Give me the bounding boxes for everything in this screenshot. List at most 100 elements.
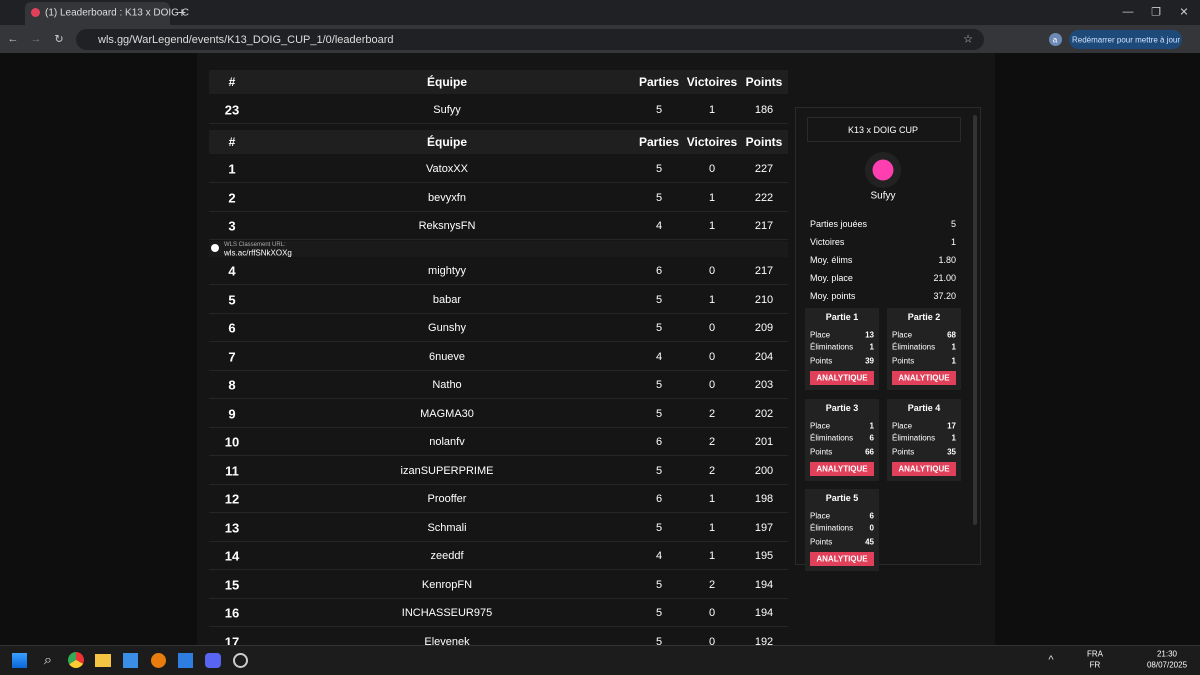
game-label: Place	[810, 511, 831, 521]
cell: 1	[708, 293, 716, 306]
scrollbar	[973, 115, 977, 525]
maximize[interactable]: ❐	[1151, 6, 1161, 19]
cell: 194	[754, 607, 774, 619]
app2[interactable]	[233, 653, 248, 668]
address-bar[interactable]	[76, 29, 984, 50]
game-value: 6	[869, 433, 874, 442]
back[interactable]: ←	[7, 33, 19, 45]
game-value: 1	[951, 433, 956, 442]
analytics-button[interactable]	[892, 461, 956, 476]
tab[interactable]	[25, 2, 170, 25]
cell: 2	[708, 464, 716, 477]
rank: 23	[224, 102, 240, 118]
cell: 195	[754, 550, 774, 562]
game-label: Éliminations	[892, 342, 936, 352]
cell: 200	[754, 464, 774, 477]
store[interactable]	[123, 653, 138, 668]
analytics-label: ANALYTIQUE	[898, 373, 950, 383]
leaderboard-row	[209, 628, 788, 646]
leaderboard-row	[209, 485, 788, 513]
game-label: Points	[810, 356, 833, 366]
leaderboard-row	[209, 155, 788, 183]
cell: 6	[655, 493, 663, 505]
chrome[interactable]	[68, 652, 84, 668]
cell: INCHASSEUR975	[401, 607, 493, 619]
column-header: Parties	[638, 135, 680, 149]
stat-value: 1.80	[938, 255, 956, 265]
cell: 5	[655, 407, 663, 420]
game-title: Partie 3	[825, 402, 859, 413]
cell: mightyy	[428, 265, 466, 277]
column-header: Victoires	[686, 135, 738, 149]
analytics-button[interactable]	[810, 461, 874, 476]
cell: 222	[754, 191, 774, 204]
analytics-button[interactable]	[892, 371, 956, 385]
profile[interactable]	[1049, 33, 1062, 46]
rank: 2	[228, 190, 236, 205]
cell: 4	[655, 350, 663, 363]
reload[interactable]: ↻	[54, 33, 64, 46]
analytics-label: ANALYTIQUE	[816, 464, 868, 473]
explorer[interactable]	[95, 654, 111, 667]
leaderboard-row	[209, 257, 788, 285]
cell: 209	[754, 322, 774, 334]
game-label: Place	[892, 330, 913, 340]
cell: 5	[655, 635, 663, 646]
cell: 4	[655, 550, 663, 562]
cell: 201	[754, 436, 774, 448]
close[interactable]: ✕	[1179, 6, 1189, 19]
leaderboard-row	[209, 286, 788, 314]
page: # Équipe Parties Victoires Points 23 Sufyy 5 1 18…	[0, 53, 1200, 645]
cell: 6nueve	[428, 350, 466, 363]
url: wls.gg/WarLegend/events/K13_DOIG_CUP_1/0…	[98, 34, 394, 46]
forward[interactable]: →	[30, 33, 42, 45]
cell: 5	[655, 293, 663, 306]
rank: 14	[224, 548, 240, 564]
cell: 1	[708, 493, 716, 505]
watermark-icon	[211, 244, 219, 252]
blender[interactable]	[151, 653, 166, 668]
cell: KenropFN	[421, 578, 473, 591]
tray[interactable]: ^	[1048, 654, 1054, 666]
cell: 5	[655, 163, 663, 175]
start[interactable]	[12, 653, 27, 668]
game-label: Place	[810, 421, 831, 430]
analytics-button[interactable]	[810, 371, 874, 385]
column-header: #	[228, 135, 236, 149]
cell: 227	[754, 163, 774, 175]
game-value: 17	[947, 421, 956, 430]
rank: 3	[228, 218, 236, 234]
cell: 2	[708, 436, 716, 448]
search[interactable]: ⌕	[43, 651, 53, 669]
discord[interactable]	[205, 653, 221, 668]
cell: 0	[708, 322, 716, 334]
player-name: Sufyy	[870, 190, 896, 202]
stat-value: 5	[950, 219, 956, 229]
rank: 8	[228, 377, 236, 393]
table-header	[209, 130, 788, 154]
minimize[interactable]: —	[1122, 6, 1134, 18]
bookmark[interactable]: ☆	[963, 33, 973, 46]
game-value: 0	[869, 523, 874, 533]
cell: 217	[754, 265, 774, 277]
cell: 5	[655, 322, 663, 334]
cell: 0	[708, 265, 716, 277]
app[interactable]	[178, 653, 193, 668]
analytics-label: ANALYTIQUE	[816, 373, 868, 383]
cell: 4	[655, 220, 663, 232]
new-tab[interactable]: +	[177, 4, 187, 20]
stat-label: Moy. points	[810, 291, 856, 301]
cell: 1	[708, 191, 716, 204]
cell: 0	[708, 350, 716, 363]
rank: 10	[224, 434, 240, 450]
column-header: Victoires	[686, 75, 738, 89]
rank: 16	[224, 605, 240, 621]
cell: 2	[708, 578, 716, 591]
leaderboard-row	[209, 343, 788, 371]
analytics-button[interactable]	[810, 552, 874, 566]
panel-title-box	[807, 117, 961, 142]
game-value: 1	[951, 342, 956, 352]
update-button[interactable]	[1069, 30, 1182, 49]
content: # Équipe Parties Victoires Points 23 Sufyy 5 1 18…	[197, 53, 995, 645]
rank: 13	[224, 520, 240, 535]
